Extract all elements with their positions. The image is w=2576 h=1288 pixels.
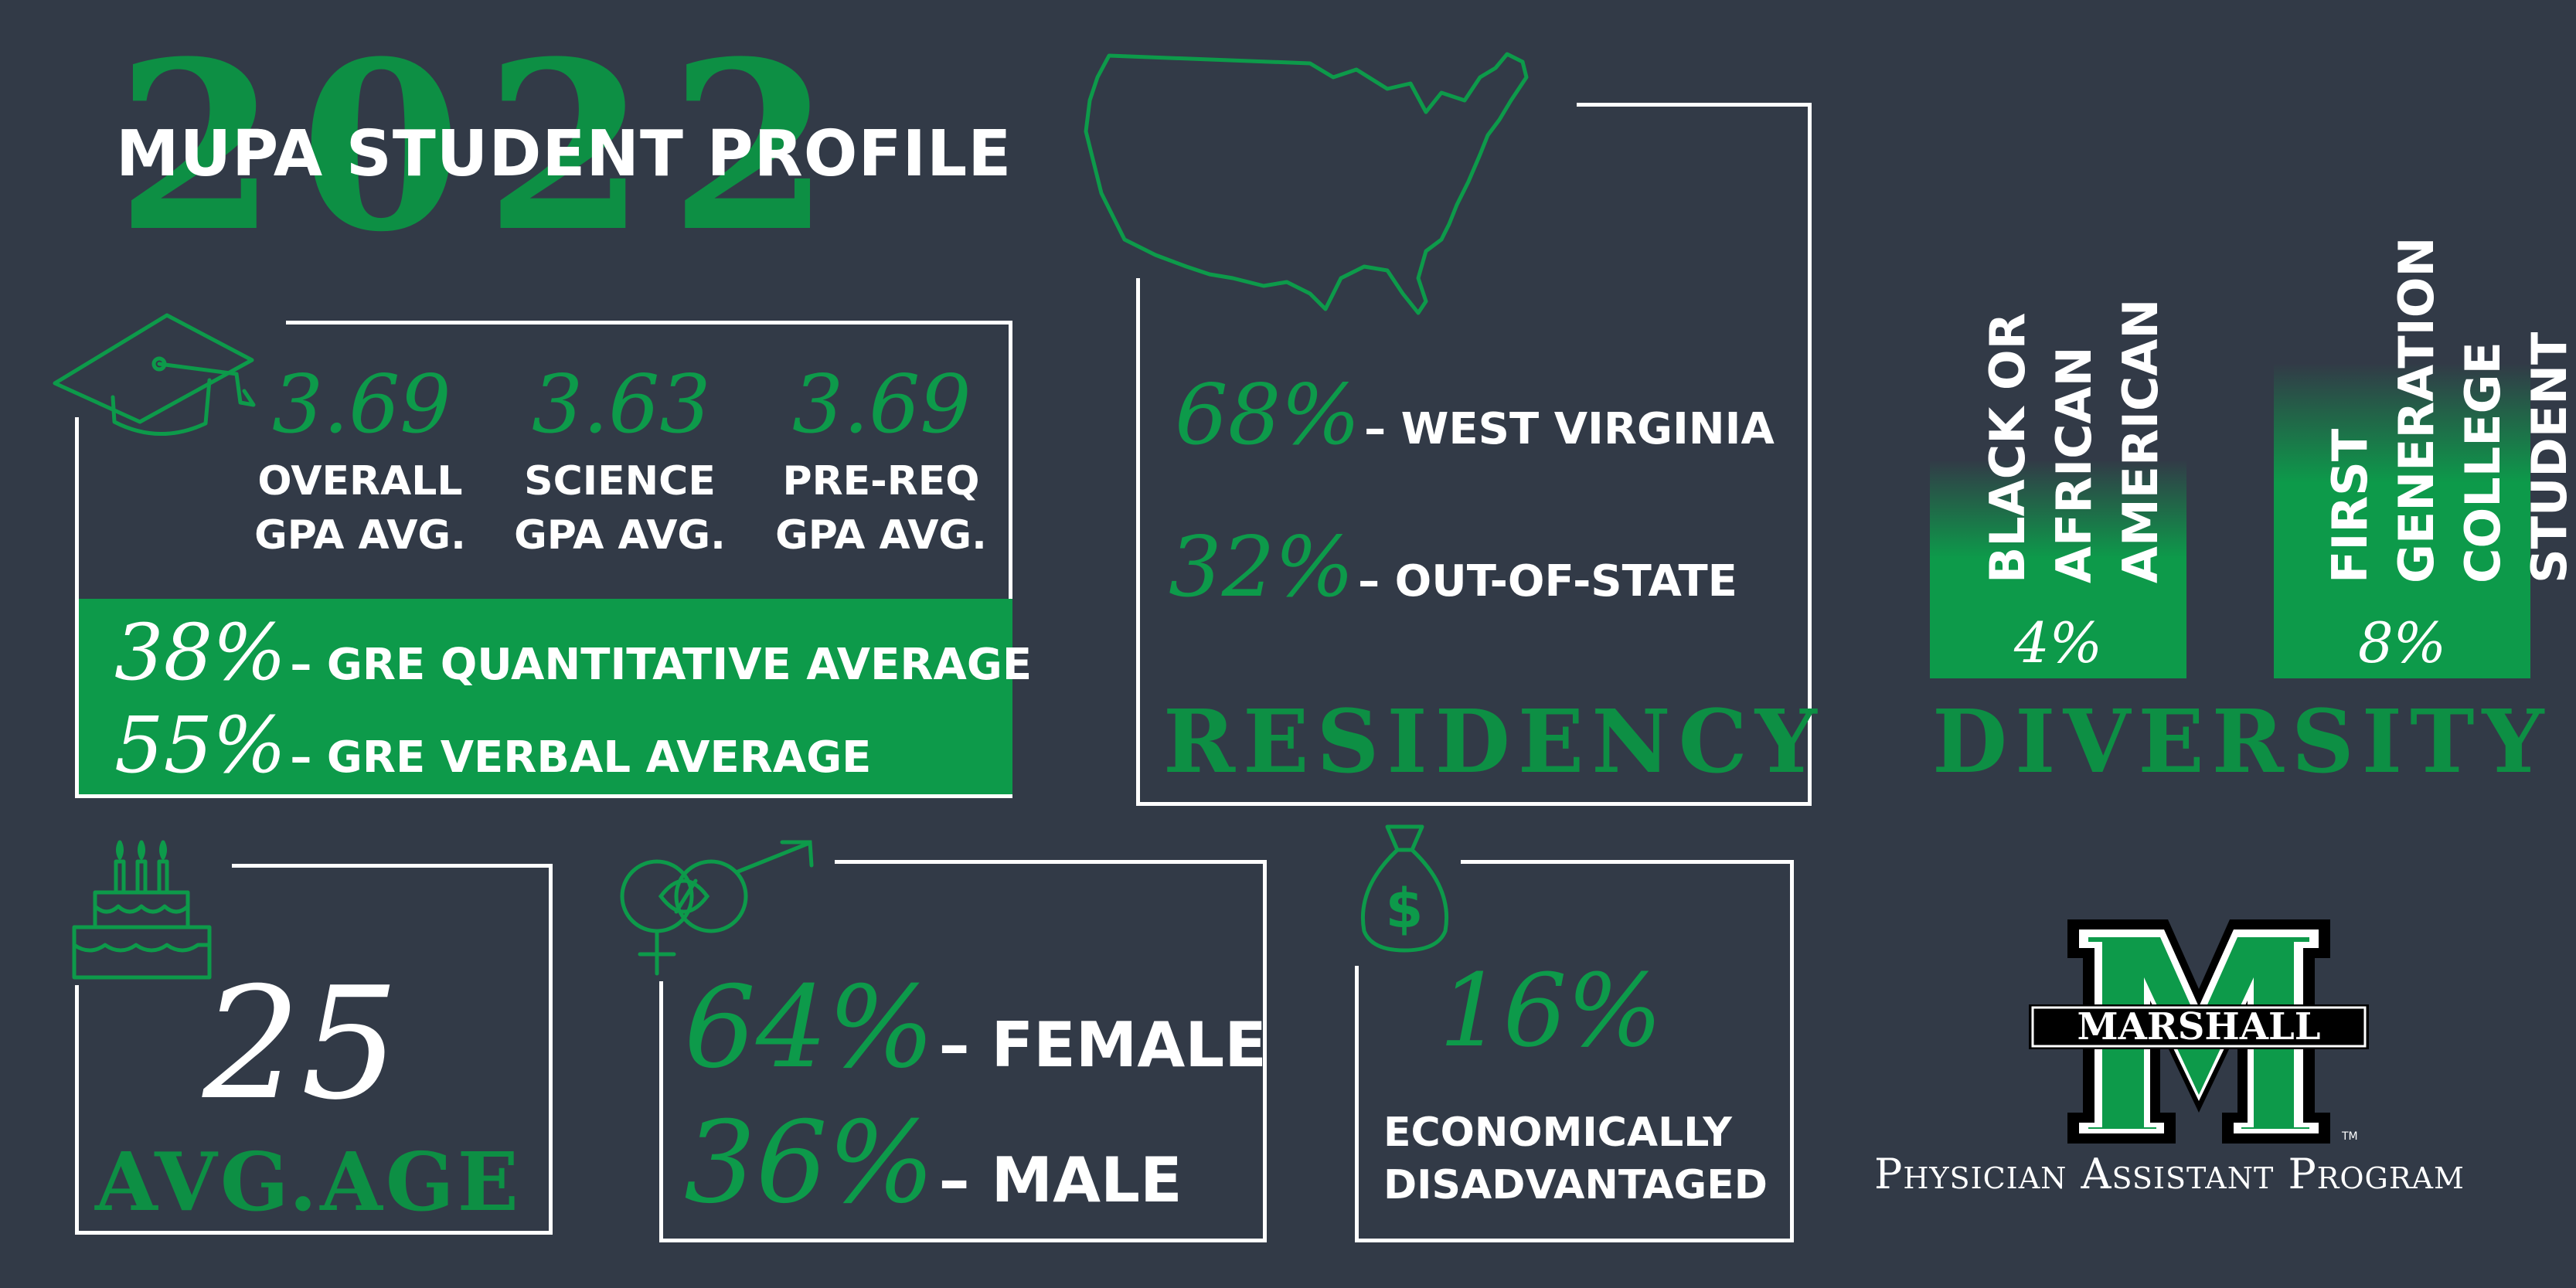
year-backdrop: 2022 [116, 10, 854, 283]
marshall-m-logo: MARSHALL TM [2029, 919, 2369, 1144]
residency-heading: RESIDENCY [1163, 692, 1825, 793]
age-value: 25 [202, 954, 400, 1134]
diversity-bar-black [1930, 460, 2186, 678]
residency-wv-label: – WEST VIRGINIA [1364, 404, 1775, 454]
gpa-science-value: 3.63 [532, 357, 711, 451]
gpa-overall-label: OVERALL GPA AVG. [254, 458, 466, 559]
residency-wv-value: 68% [1175, 367, 1361, 464]
residency-oos-label: – OUT-OF-STATE [1358, 556, 1737, 607]
gender-female-row: 64% – FEMALE [684, 962, 1267, 1093]
residency-oos-row: 32% – OUT-OF-STATE [1169, 519, 1737, 616]
gpa-science-label: SCIENCE GPA AVG. [514, 458, 726, 559]
gender-box [659, 860, 1267, 1242]
diversity-heading: DIVERSITY [1932, 692, 2552, 793]
money-bag-icon: $ [1360, 824, 1449, 953]
gender-female-value: 64% [684, 962, 935, 1093]
page-title: MUPA STUDENT PROFILE [116, 117, 1012, 191]
gpa-prereq-value: 3.69 [792, 357, 972, 451]
gpa-prereq-label: PRE-REQ GPA AVG. [775, 458, 987, 559]
gre-verbal-row: 55% – GRE VERBAL AVERAGE [114, 700, 871, 790]
diversity-black-label: BLACK OR AFRICAN AMERICAN [1979, 298, 2169, 583]
trademark-mark: TM [2341, 1130, 2358, 1143]
economic-label: ECONOMICALLY DISADVANTAGED [1383, 1110, 1768, 1208]
residency-wv-row: 68% – WEST VIRGINIA [1175, 367, 1775, 464]
gre-quant-row: 38% – GRE QUANTITATIVE AVERAGE [114, 607, 1032, 698]
program-name: Physician Assistant Program [1874, 1150, 2465, 1198]
economic-value: 16% [1439, 952, 1662, 1069]
gpa-overall-value: 3.69 [272, 357, 451, 451]
gre-verbal-label: – GRE VERBAL AVERAGE [290, 732, 872, 783]
diversity-black-value: 4% [2013, 610, 2103, 675]
diversity-bar-firstgen [2274, 363, 2530, 678]
svg-text:$: $ [1386, 877, 1424, 940]
gre-band [79, 599, 1012, 794]
age-box [75, 864, 553, 1235]
gender-female-label: – FEMALE [938, 1009, 1267, 1081]
residency-oos-value: 32% [1169, 519, 1355, 616]
gender-symbols-icon [620, 840, 814, 976]
marshall-wordmark: MARSHALL [2077, 1005, 2320, 1048]
diversity-firstgen-value: 8% [2357, 610, 2447, 675]
gre-quant-value: 38% [114, 607, 287, 698]
gre-quant-label: – GRE QUANTITATIVE AVERAGE [290, 640, 1033, 690]
usa-map-icon [1084, 52, 1529, 315]
gre-verbal-value: 55% [114, 700, 287, 790]
gpa-box [75, 321, 1012, 798]
graduation-cap-icon [53, 313, 256, 436]
age-heading: AVG.AGE [95, 1134, 522, 1229]
gender-male-label: – MALE [938, 1144, 1183, 1216]
gender-male-value: 36% [684, 1097, 935, 1229]
birthday-cake-icon [72, 840, 212, 980]
gender-male-row: 36% – MALE [684, 1097, 1183, 1229]
economic-box [1355, 860, 1794, 1242]
diversity-firstgen-label: FIRST GENERATION COLLEGE STUDENT [2322, 236, 2576, 583]
